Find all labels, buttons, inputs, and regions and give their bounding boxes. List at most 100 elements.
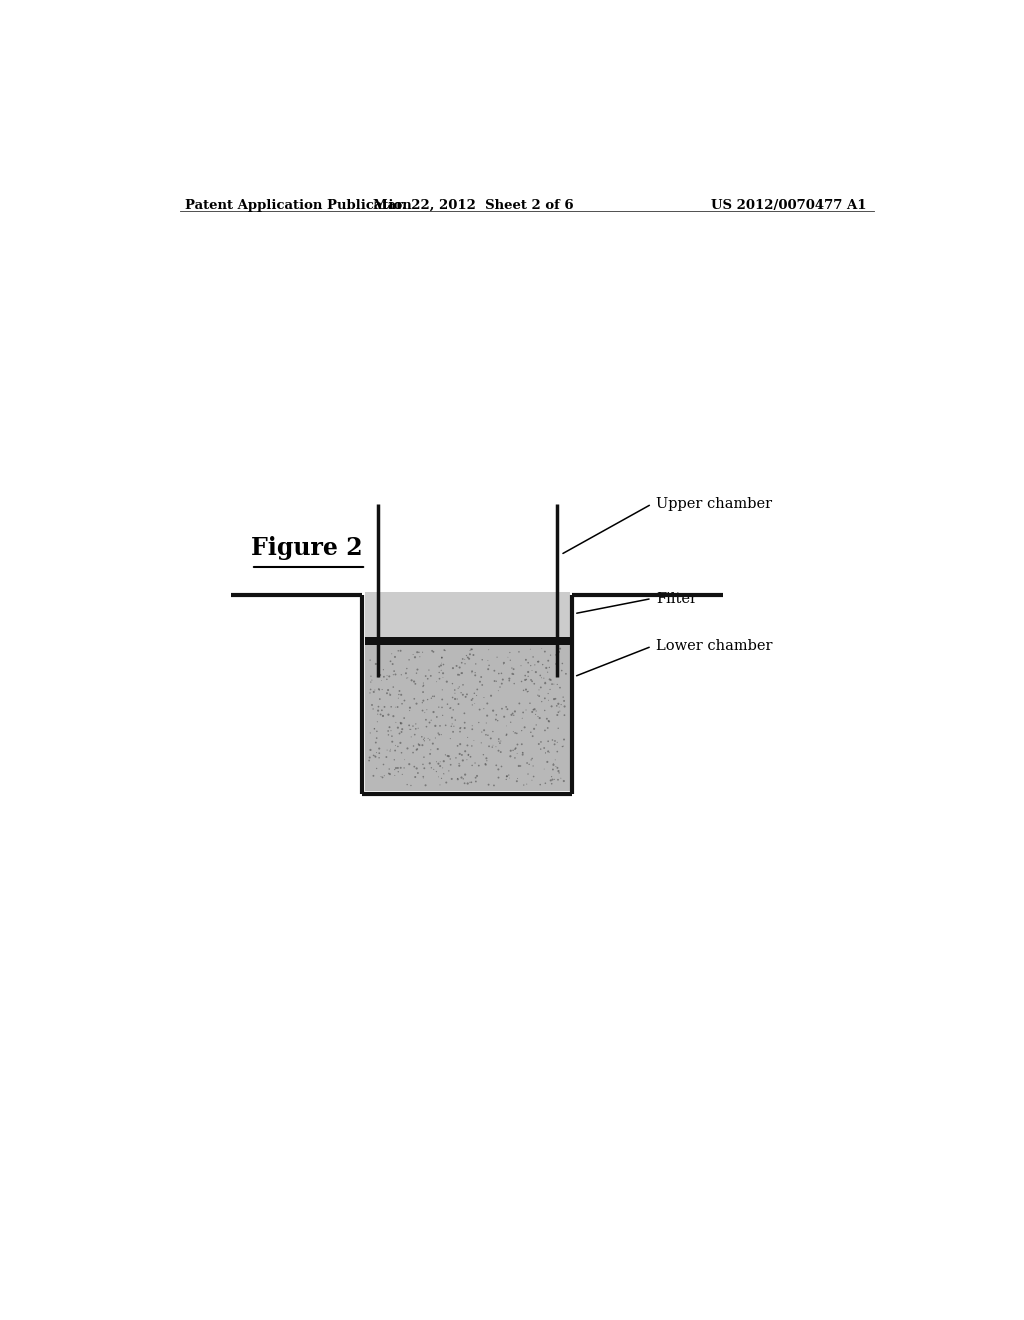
Point [548,644,564,665]
Point [369,742,385,763]
Point [464,715,480,737]
Point [418,715,434,737]
Point [381,665,397,686]
Point [501,671,517,692]
Point [496,653,512,675]
Point [368,733,384,754]
Point [409,663,425,684]
Point [467,663,483,684]
Point [517,665,534,686]
Point [469,678,485,700]
Point [556,696,572,717]
Point [441,698,458,719]
Point [513,719,529,741]
Point [407,688,423,709]
Point [384,731,400,752]
Point [520,763,537,784]
Point [382,741,398,762]
Point [485,775,502,796]
Point [480,774,497,795]
Point [537,642,553,663]
Point [408,718,424,739]
Point [446,680,463,701]
Point [460,744,476,766]
Point [388,711,404,733]
Point [386,750,402,771]
Point [550,693,566,714]
Point [494,698,510,719]
Point [540,741,556,762]
Point [408,673,424,694]
Point [524,660,541,681]
Point [421,660,437,681]
Point [464,694,480,715]
Point [479,693,496,714]
Point [494,663,510,684]
Point [549,731,565,752]
Point [415,690,431,711]
Point [415,735,431,756]
Point [447,747,464,768]
Point [481,655,498,676]
Point [520,652,537,673]
Point [476,686,493,708]
Point [466,730,482,751]
Point [451,752,467,774]
Point [549,705,565,726]
Point [385,706,401,727]
Point [376,667,392,688]
Point [453,717,469,738]
Point [534,638,550,659]
Point [450,735,466,756]
Point [501,668,517,689]
Point [537,672,553,693]
Point [382,739,398,760]
Point [460,774,476,795]
Point [425,733,441,754]
Point [499,766,515,787]
Point [528,714,545,735]
Point [387,697,403,718]
Point [463,772,479,793]
Point [407,767,423,788]
Point [509,743,525,764]
Point [362,672,379,693]
Point [549,741,565,762]
Point [452,664,468,685]
Point [371,743,387,764]
Point [436,763,453,784]
Point [386,660,402,681]
Point [464,755,480,776]
Point [399,774,416,795]
Point [471,711,487,733]
Point [371,747,387,768]
Point [529,651,546,672]
Point [467,767,483,788]
Point [457,711,473,733]
Point [403,669,420,690]
Point [430,754,446,775]
Point [490,731,507,752]
Point [459,735,475,756]
Point [505,739,521,760]
Point [490,680,507,701]
Point [554,653,570,675]
Point [409,642,425,663]
Point [540,661,556,682]
Point [373,704,389,725]
Point [523,770,540,791]
Point [420,727,436,748]
Point [457,648,473,669]
Point [531,685,548,706]
Point [370,711,386,733]
Point [367,718,383,739]
Point [387,664,403,685]
Point [362,665,379,686]
Text: Upper chamber: Upper chamber [655,496,772,511]
Point [399,667,416,688]
Point [404,715,421,737]
Point [427,715,443,737]
Point [481,735,498,756]
Point [457,772,473,793]
Point [411,642,427,663]
